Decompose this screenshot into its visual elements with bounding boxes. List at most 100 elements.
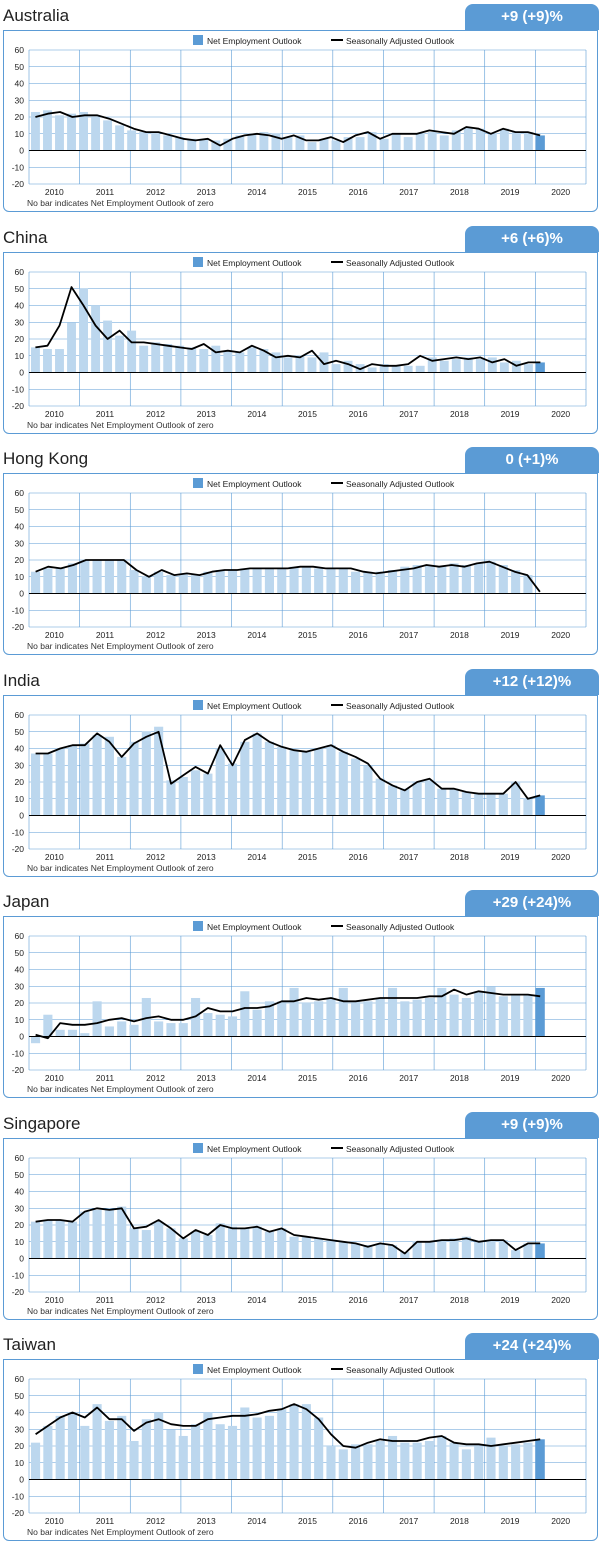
- bar: [215, 570, 225, 594]
- bar: [151, 133, 161, 151]
- bar: [351, 1444, 361, 1480]
- bar: [103, 120, 113, 151]
- bar: [67, 1412, 78, 1480]
- legend-bar-label: Net Employment Outlook: [207, 701, 302, 711]
- bar: [203, 1235, 213, 1259]
- bar: [400, 1251, 410, 1259]
- bar: [412, 1241, 422, 1259]
- bar: [387, 1245, 398, 1259]
- y-tick-label: 20: [15, 777, 25, 787]
- bar: [92, 1404, 102, 1480]
- bar: [215, 1424, 225, 1480]
- bar: [367, 367, 377, 373]
- bar: [252, 1417, 262, 1480]
- x-tick-label: 2019: [501, 1073, 520, 1083]
- bar: [166, 575, 176, 594]
- y-tick-label: 60: [15, 1374, 25, 1384]
- bar: [141, 576, 151, 594]
- bar: [375, 571, 385, 594]
- y-tick-label: -10: [12, 162, 25, 172]
- bar: [499, 362, 509, 373]
- bar: [437, 788, 447, 816]
- outlook-badge: +12 (+12)%: [465, 669, 599, 695]
- bar: [314, 1238, 324, 1259]
- bar: [289, 750, 299, 816]
- bar: [412, 782, 422, 816]
- bar: [343, 360, 353, 373]
- x-tick-label: 2020: [551, 630, 570, 640]
- bar: [474, 991, 484, 1037]
- chart-svg: Net Employment Outlook Seasonally Adjuste…: [12, 35, 587, 197]
- bar: [387, 570, 398, 594]
- x-tick-label: 2016: [349, 630, 368, 640]
- chart-svg: Net Employment Outlook Seasonally Adjuste…: [12, 1143, 587, 1305]
- bar: [437, 1240, 447, 1259]
- y-tick-label: 20: [15, 1220, 25, 1230]
- bar: [252, 1226, 262, 1259]
- bar: [326, 997, 336, 1037]
- x-tick-label: 2019: [501, 852, 520, 862]
- x-tick-label: 2013: [197, 187, 216, 197]
- x-tick-label: 2018: [450, 852, 469, 862]
- legend: Net Employment Outlook Seasonally Adjuste…: [193, 257, 455, 268]
- x-tick-label: 2011: [96, 187, 115, 197]
- legend-bar-swatch: [193, 700, 203, 710]
- bar: [363, 1245, 373, 1259]
- bar: [487, 357, 497, 373]
- bar: [400, 1001, 410, 1037]
- bar: [400, 788, 410, 816]
- chart-svg: Net Employment Outlook Seasonally Adjuste…: [12, 257, 587, 419]
- legend-line-label: Seasonally Adjusted Outlook: [346, 1144, 455, 1154]
- bar: [424, 565, 435, 594]
- y-tick-label: 30: [15, 760, 25, 770]
- x-tick-label: 2015: [298, 409, 317, 419]
- x-tick-label: 2018: [450, 187, 469, 197]
- bar: [227, 1016, 238, 1037]
- bar: [178, 1023, 188, 1037]
- y-tick-label: 0: [19, 1254, 24, 1264]
- bar: [499, 128, 509, 151]
- bar: [80, 743, 90, 816]
- x-tick-label: 2017: [399, 852, 418, 862]
- bar: [187, 138, 197, 151]
- bar: [271, 133, 281, 151]
- legend-bar-label: Net Employment Outlook: [207, 258, 302, 268]
- bar: [127, 330, 137, 373]
- bar: [351, 758, 361, 816]
- bar: [461, 1236, 471, 1259]
- legend-bar-label: Net Employment Outlook: [207, 479, 302, 489]
- bar: [351, 571, 361, 594]
- bar: [363, 571, 373, 594]
- bar: [461, 997, 471, 1037]
- chart-frame: [3, 30, 598, 212]
- bar: [104, 1026, 114, 1037]
- bar: [227, 570, 238, 594]
- chart-title: China: [3, 228, 48, 247]
- y-tick-label: 20: [15, 555, 25, 565]
- bar: [43, 349, 52, 373]
- x-tick-label: 2019: [501, 1516, 520, 1526]
- y-tick-label: 40: [15, 1187, 25, 1197]
- bar: [191, 770, 201, 816]
- x-tick-label: 2020: [551, 409, 570, 419]
- x-tick-label: 2020: [551, 1073, 570, 1083]
- bar: [326, 1240, 336, 1259]
- line-series: [35, 559, 541, 593]
- y-tick-label: 40: [15, 1408, 25, 1418]
- bar: [31, 753, 41, 816]
- bar: [415, 133, 425, 151]
- y-tick-label: -20: [12, 622, 25, 632]
- x-tick-label: 2019: [501, 409, 520, 419]
- bar: [523, 1442, 533, 1480]
- bar: [424, 1440, 435, 1480]
- x-tick-label: 2017: [399, 630, 418, 640]
- x-tick-label: 2010: [45, 1516, 64, 1526]
- x-tick-label: 2012: [146, 187, 165, 197]
- y-tick-label: -10: [12, 384, 25, 394]
- bar: [427, 132, 437, 151]
- bar: [338, 568, 348, 594]
- bar: [331, 364, 341, 373]
- legend: Net Employment Outlook Seasonally Adjuste…: [193, 35, 455, 46]
- bar: [43, 753, 53, 816]
- legend: Net Employment Outlook Seasonally Adjuste…: [193, 1143, 455, 1154]
